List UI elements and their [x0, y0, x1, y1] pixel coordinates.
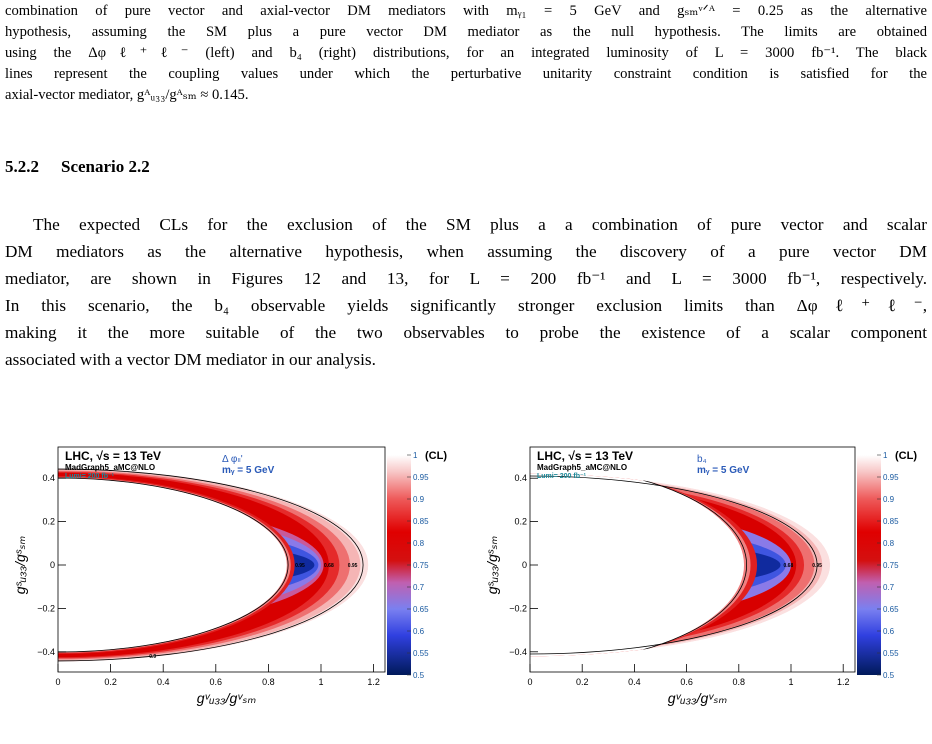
contour-label: 0.68: [324, 563, 334, 569]
x-axis-label: gᵛᵤ₃₃/gᵛₛₘ: [668, 690, 728, 706]
colorbar-tick-label: 0.9: [413, 495, 425, 504]
y-axis-label: gˢᵤ₃₃/gˢₛₘ: [484, 535, 500, 594]
colorbar-tick-label: 0.7: [413, 583, 425, 592]
colorbar-tick-label: 0.5: [883, 671, 895, 680]
y-tick-label: −0.2: [509, 603, 527, 613]
contour-label: 0.95: [295, 563, 305, 569]
colorbar-tick-label: 0.85: [413, 517, 429, 526]
caption-line: lines represent the coupling values unde…: [5, 66, 927, 82]
paragraph-line: mediator, are shown in Figures 12 and 13…: [5, 269, 927, 288]
section-title: Scenario 2.2: [61, 157, 150, 176]
generator-label: MadGraph5_aMC@NLO: [65, 463, 155, 472]
y-tick-label: −0.4: [509, 647, 527, 657]
x-tick-label: 0: [55, 677, 60, 687]
plot-frame: [529, 446, 856, 673]
mass-label: mᵧ = 5 GeV: [222, 465, 275, 476]
observable-label: Δ φₗₗ': [222, 454, 243, 465]
colorbar-tick-label: 0.8: [413, 539, 425, 548]
paragraph-line: associated with a vector DM mediator in …: [5, 350, 376, 369]
caption-line: axial-vector mediator, gᴬᵤ₃₃/gᴬₛₘ ≈ 0.14…: [5, 87, 249, 103]
y-axis-label: gˢᵤ₃₃/gˢₛₘ: [12, 535, 28, 594]
paragraph-line: In this scenario, the b₄ observable yiel…: [5, 296, 927, 315]
x-tick-label: 0: [527, 677, 532, 687]
colorbar-tick-label: 0.95: [413, 473, 429, 482]
colorbar-tick-label: 1: [883, 451, 888, 460]
colorbar-tick-label: 1: [413, 451, 418, 460]
colorbar-tick-label: 0.7: [883, 583, 895, 592]
y-tick-label: −0.4: [37, 647, 55, 657]
x-tick-label: 1: [318, 677, 323, 687]
y-tick-label: −0.2: [37, 603, 55, 613]
x-tick-label: 0.6: [210, 677, 223, 687]
x-tick-label: 1: [788, 677, 793, 687]
y-tick-label: 0.2: [514, 517, 527, 527]
x-tick-label: 1.2: [367, 677, 380, 687]
y-tick-label: 0.4: [42, 473, 55, 483]
colorbar-tick-label: 0.75: [883, 561, 899, 570]
colorbar-tick-label: 0.9: [883, 495, 895, 504]
colorbar-tick-label: 0.95: [883, 473, 899, 482]
figure: 0.68 0.95 0 0.2 0.4 0.6 0.8 1 1.2 0.4 0.2 0 −0.2 −0.4…: [484, 446, 917, 706]
y-tick-label: 0.2: [42, 517, 55, 527]
colorbar-tick-label: 0.85: [883, 517, 899, 526]
x-tick-label: 0.4: [628, 677, 641, 687]
paragraph-line: The expected CLs for the exclusion of th…: [33, 215, 927, 234]
colorbar-tick-label: 0.8: [883, 539, 895, 548]
paragraph-line: DM mediators as the alternative hypothes…: [5, 242, 927, 261]
observable-label: b₄: [697, 454, 707, 465]
colorbar-tick-label: 0.75: [413, 561, 429, 570]
lumi-label: Lumi= 200 fb⁻¹: [537, 473, 587, 480]
y-tick-label: 0.4: [514, 473, 527, 483]
x-tick-label: 0.8: [262, 677, 275, 687]
contour-line: [530, 473, 748, 657]
figure: 0.95 0.68 0.95 0.9 0 0.2 0.4 0.6 0.8 1 1.2 0.4 0.2 0 −…: [12, 446, 447, 706]
y-tick-label: 0: [522, 560, 527, 570]
colorbar-tick-label: 0.55: [413, 649, 429, 658]
contour-label: 0.9: [149, 654, 156, 660]
x-tick-label: 0.4: [157, 677, 170, 687]
caption-line: hypothesis, assuming the SM plus a pure …: [5, 24, 927, 40]
y-tick-label: 0: [50, 560, 55, 570]
energy-label: LHC, √s = 13 TeV: [65, 449, 161, 463]
heatmap-inner: [530, 473, 831, 657]
section-number: 5.2.2: [5, 157, 39, 176]
generator-label: MadGraph5_aMC@NLO: [537, 463, 627, 472]
colorbar-label: (CL): [425, 450, 447, 462]
plot-frame: [57, 446, 386, 673]
heat-region: [530, 473, 745, 657]
x-tick-label: 0.2: [104, 677, 117, 687]
contour-label: 0.68: [784, 563, 794, 569]
colorbar-tick-label: 0.5: [413, 671, 425, 680]
lumi-label: Lumi= 200 fb⁻¹: [65, 473, 115, 480]
heatmap: [58, 468, 369, 662]
x-tick-label: 0.2: [576, 677, 589, 687]
colorbar-label: (CL): [895, 450, 917, 462]
caption-line: combination of pure vector and axial-vec…: [5, 3, 927, 19]
colorbar-tick-label: 0.65: [883, 605, 899, 614]
contour-label: 0.95: [348, 563, 358, 569]
colorbar-tick-label: 0.55: [883, 649, 899, 658]
x-tick-label: 1.2: [837, 677, 850, 687]
contour-label: 0.95: [812, 563, 822, 569]
contour-line: [530, 475, 818, 655]
caption-line: using the Δφℓ⁺ℓ⁻ (left) and b₄ (right) d…: [5, 45, 927, 61]
colorbar-tick-label: 0.65: [413, 605, 429, 614]
contour-line: [58, 468, 364, 662]
mass-label: mᵧ = 5 GeV: [697, 465, 750, 476]
heatmap: [530, 473, 831, 657]
section-heading: 5.2.2 Scenario 2.2: [5, 157, 172, 177]
colorbar-tick-label: 0.6: [883, 627, 895, 636]
heat-region: [58, 478, 287, 652]
heatmap-inner: [58, 468, 369, 662]
contour-line: [58, 477, 289, 653]
x-tick-label: 0.6: [680, 677, 693, 687]
colorbar-tick-label: 0.6: [413, 627, 425, 636]
x-axis-label: gᵛᵤ₃₃/gᵛₛₘ: [197, 690, 257, 706]
energy-label: LHC, √s = 13 TeV: [537, 449, 633, 463]
x-tick-label: 0.8: [733, 677, 746, 687]
paragraph-line: making it the more suitable of the two o…: [5, 323, 927, 342]
